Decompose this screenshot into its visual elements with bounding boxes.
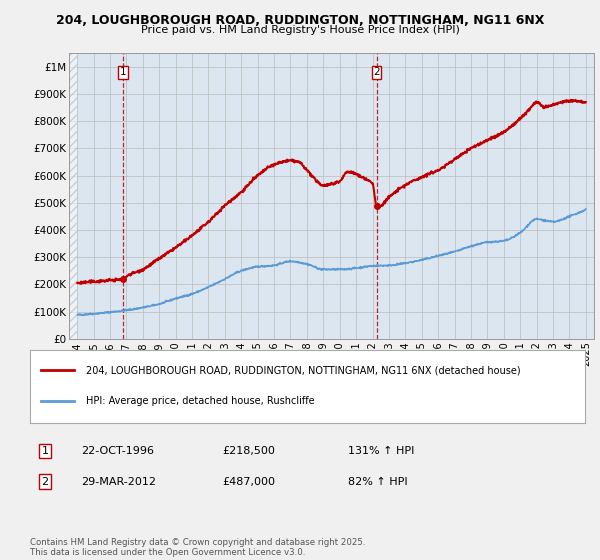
Text: 22-OCT-1996: 22-OCT-1996 <box>81 446 154 456</box>
Text: 204, LOUGHBOROUGH ROAD, RUDDINGTON, NOTTINGHAM, NG11 6NX (detached house): 204, LOUGHBOROUGH ROAD, RUDDINGTON, NOTT… <box>86 365 520 375</box>
Text: 2: 2 <box>373 67 380 77</box>
Text: £218,500: £218,500 <box>222 446 275 456</box>
Text: 82% ↑ HPI: 82% ↑ HPI <box>348 477 407 487</box>
Text: 1: 1 <box>41 446 49 456</box>
Text: 29-MAR-2012: 29-MAR-2012 <box>81 477 156 487</box>
Text: 131% ↑ HPI: 131% ↑ HPI <box>348 446 415 456</box>
Text: 204, LOUGHBOROUGH ROAD, RUDDINGTON, NOTTINGHAM, NG11 6NX: 204, LOUGHBOROUGH ROAD, RUDDINGTON, NOTT… <box>56 14 544 27</box>
Text: 2: 2 <box>41 477 49 487</box>
Text: 1: 1 <box>120 67 127 77</box>
Text: Contains HM Land Registry data © Crown copyright and database right 2025.
This d: Contains HM Land Registry data © Crown c… <box>30 538 365 557</box>
Text: £487,000: £487,000 <box>222 477 275 487</box>
Text: HPI: Average price, detached house, Rushcliffe: HPI: Average price, detached house, Rush… <box>86 396 314 406</box>
Text: Price paid vs. HM Land Registry's House Price Index (HPI): Price paid vs. HM Land Registry's House … <box>140 25 460 35</box>
